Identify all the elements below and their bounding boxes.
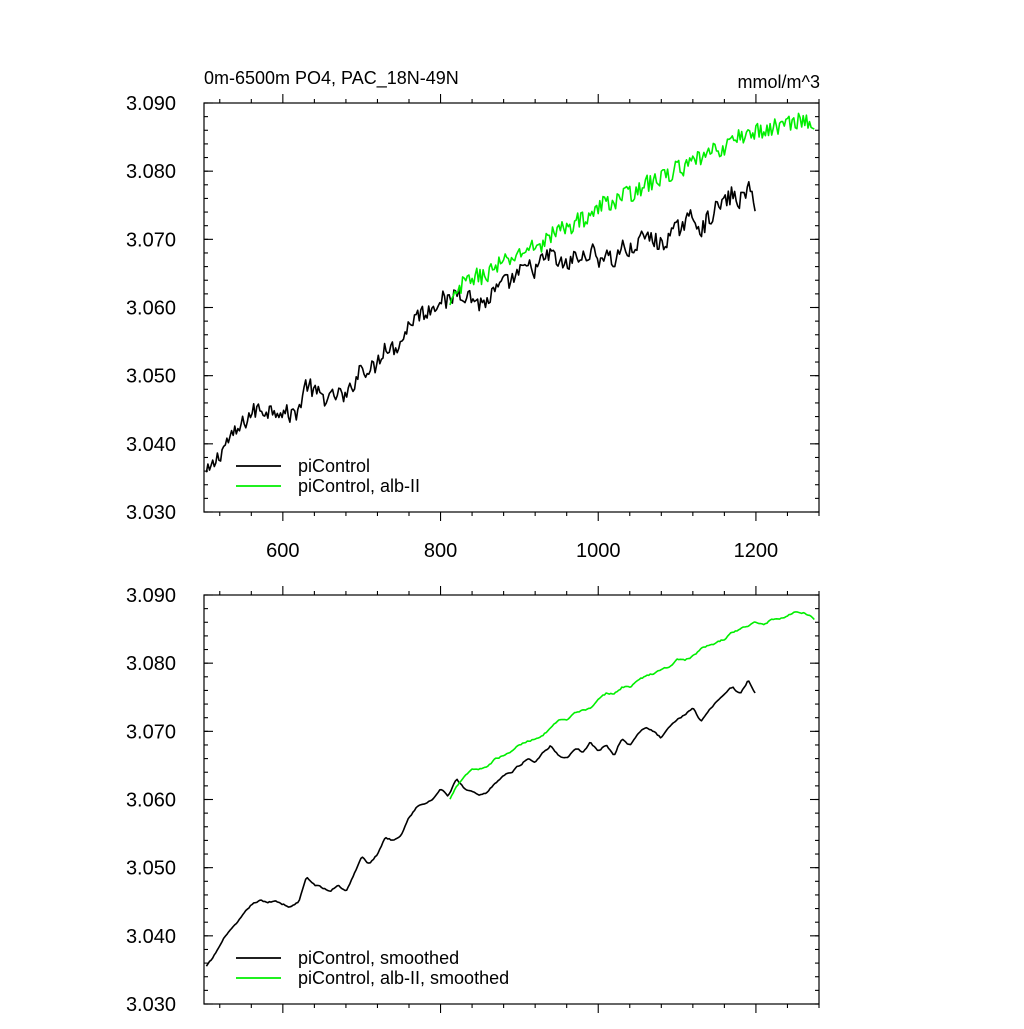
series-line-picontrol-alb-ii	[449, 112, 815, 306]
y-tick-label: 3.040	[126, 434, 176, 456]
y-tick-labels-bottom: 3.030 3.040 3.050 3.060 3.070 3.080 3.090	[126, 585, 176, 1016]
y-tick-label: 3.060	[126, 298, 176, 320]
y-tick-label: 3.060	[126, 790, 176, 812]
y-tick-label: 3.030	[126, 994, 176, 1016]
y-tick-label: 3.040	[126, 926, 176, 948]
x-tick-label: 600	[266, 540, 299, 562]
chart-title: 0m-6500m PO4, PAC_18N-49N	[204, 68, 459, 89]
x-tick-labels-top: 600 800 1000 1200	[266, 540, 778, 562]
panel-top: 0m-6500m PO4, PAC_18N-49N mmol/m^3 3.030…	[126, 68, 820, 562]
panel-bottom: 3.030 3.040 3.050 3.060 3.070 3.080 3.090 piCo…	[126, 585, 820, 1016]
y-tick-label: 3.030	[126, 502, 176, 524]
y-tick-label: 3.070	[126, 721, 176, 743]
y-tick-label: 3.090	[126, 93, 176, 115]
plot-frame-top	[203, 102, 820, 513]
x-tick-label: 1200	[734, 540, 779, 562]
legend-label: piControl, smoothed	[298, 948, 459, 968]
legend-label: piControl, alb-II	[298, 476, 420, 496]
x-tick-label: 800	[424, 540, 457, 562]
legend-label: piControl, alb-II, smoothed	[298, 968, 509, 988]
y-tick-label: 3.090	[126, 585, 176, 607]
ticks-bottom	[204, 586, 820, 1013]
y-tick-labels-top: 3.030 3.040 3.050 3.060 3.070 3.080 3.090	[126, 93, 176, 524]
legend-label: piControl	[298, 456, 370, 476]
series-line-picontrol	[205, 181, 756, 473]
y-tick-label: 3.050	[126, 858, 176, 880]
series-lines-bottom	[205, 611, 815, 967]
y-tick-label: 3.080	[126, 161, 176, 183]
y-tick-label: 3.070	[126, 229, 176, 251]
x-tick-label: 1000	[576, 540, 621, 562]
ticks-top	[204, 94, 820, 521]
series-line-picontrol	[205, 680, 756, 967]
y-tick-label: 3.050	[126, 366, 176, 388]
series-lines-top	[205, 112, 815, 473]
plot-frame-bottom	[203, 594, 820, 1005]
series-line-picontrol-alb-ii	[449, 611, 815, 800]
chart-units: mmol/m^3	[738, 72, 820, 92]
y-tick-label: 3.080	[126, 653, 176, 675]
